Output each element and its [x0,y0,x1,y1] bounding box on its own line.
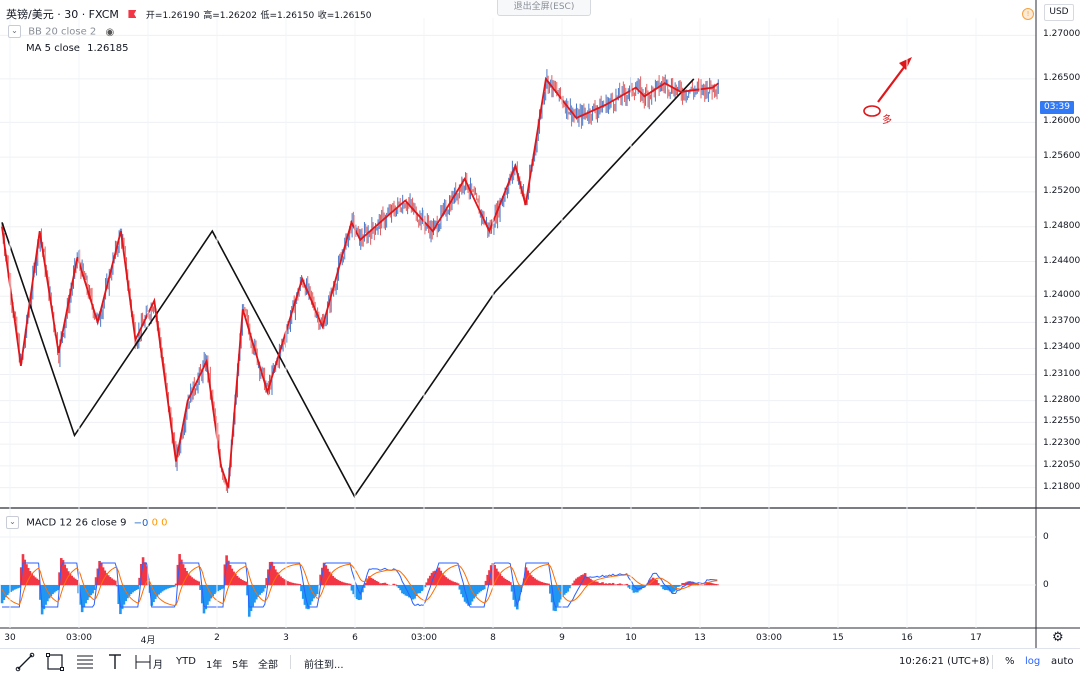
low-value: 低=1.26150 [260,11,314,21]
time-tick-label: 13 [694,633,705,643]
macd-histogram-bar [264,585,267,588]
text-tool-icon[interactable] [104,651,126,673]
hist-value: 0 [161,518,167,529]
bottom-toolbar: 月 YTD 1年 5年 全部 前往到... 10:26:21 (UTC+8) %… [0,648,1080,676]
macd-histogram-bar [316,585,319,594]
current-price-tag: 03:39 [1040,101,1074,114]
currency-button[interactable]: USD [1044,4,1074,21]
time-tick-label: 3 [283,633,289,643]
time-tick-label: 9 [559,633,565,643]
price-grid [0,35,1036,487]
macd-histogram-bar [349,584,352,585]
macd-histogram-bar [457,583,460,585]
settings-gear-icon[interactable]: ⚙ [1052,630,1064,645]
macd-histogram-bar [568,585,571,588]
toolbar-divider [290,655,291,669]
macd-grid [0,537,1036,585]
macd-value: −0 [134,518,149,529]
trend-line-tool-icon[interactable] [14,651,36,673]
macd-histogram-bar [93,585,96,590]
time-tick-label: 03:00 [66,633,92,643]
time-tick-label: 10 [625,633,636,643]
range-all-button[interactable]: 全部 [258,656,278,671]
price-tick-label: 1.25600 [1043,151,1080,161]
measure-tool-icon[interactable] [132,651,154,673]
range-ytd-button[interactable]: YTD [176,656,196,667]
price-tick-label: 1.27000 [1043,29,1080,39]
percent-scale-button[interactable]: % [1005,656,1015,667]
exit-fullscreen-button[interactable]: 退出全屏(ESC) [497,0,591,16]
ma-label: MA 5 close [26,43,80,54]
symbol-title: 英镑/美元 · 30 · FXCM [6,8,119,21]
time-tick-label: 30 [4,633,15,643]
collapse-icon[interactable]: ⌄ [8,25,21,38]
bb-legend[interactable]: ⌄ BB 20 close 2 ◉ [8,25,114,38]
bb-label: BB 20 close 2 [28,27,96,38]
price-tick-label: 1.24400 [1043,256,1080,266]
time-tick-label: 03:00 [756,633,782,643]
rectangle-tool-icon[interactable] [44,651,66,673]
price-tick-label: 1.22550 [1043,416,1080,426]
time-tick-label: 17 [970,633,981,643]
time-tick-label: 15 [832,633,843,643]
collapse-icon[interactable]: ⌄ [6,516,19,529]
macd-histogram-bar [716,584,719,585]
price-tick-label: 1.22300 [1043,438,1080,448]
signal-value: 0 [152,518,158,529]
macd-tick: 0 [1043,532,1049,542]
time-tick-label: 03:00 [411,633,437,643]
ma-value: 1.26185 [87,43,128,54]
eye-icon[interactable]: ◉ [105,27,114,38]
macd-histogram-bar [114,581,117,586]
ma-legend[interactable]: MA 5 close 1.26185 [26,43,129,54]
price-tick-label: 1.22800 [1043,395,1080,405]
price-tick-label: 1.23100 [1043,369,1080,379]
macd-histogram-bar [483,585,486,589]
macd-histogram-bar [173,585,176,587]
macd-histogram-bar [244,582,247,586]
price-tick-label: 1.23400 [1043,342,1080,352]
symbol-legend[interactable]: 英镑/美元 · 30 · FXCM 开=1.26190 高=1.26202 低=… [6,6,371,22]
high-value: 高=1.26202 [203,11,257,21]
long-annotation [864,57,912,116]
macd-label: MACD 12 26 close 9 [26,518,126,529]
macd-histogram-bar [657,583,660,585]
price-tick-label: 1.24000 [1043,290,1080,300]
price-chart[interactable] [0,0,1080,648]
price-tick-label: 1.21800 [1043,482,1080,492]
fib-tool-icon[interactable] [74,651,96,673]
price-tick-label: 1.23700 [1043,316,1080,326]
range-1y-button[interactable]: 1年 [206,656,222,671]
log-scale-button[interactable]: log [1025,656,1040,667]
timeframe-label[interactable]: 月 [153,656,163,671]
time-tick-label: 2 [214,633,220,643]
price-tick-label: 1.26000 [1043,116,1080,126]
macd-legend[interactable]: ⌄ MACD 12 26 close 9 −0 0 0 [6,516,168,529]
macd-tick: 0 [1043,580,1049,590]
macd-histogram-bar [547,584,550,586]
time-tick-label: 4月 [141,633,156,646]
price-tick-label: 1.26500 [1043,73,1080,83]
auto-scale-button[interactable]: auto [1051,656,1074,667]
time-tick-label: 6 [352,633,358,643]
candle-bars [2,69,718,493]
time-tick-label: 8 [490,633,496,643]
macd-histogram-bar [509,582,512,585]
macd-histogram-bar [197,582,200,586]
goto-date-button[interactable]: 前往到... [304,656,344,671]
close-value: 收=1.26150 [318,11,372,21]
time-tick-label: 16 [901,633,912,643]
price-tick-label: 1.25200 [1043,186,1080,196]
price-tick-label: 1.24800 [1043,221,1080,231]
toolbar-divider [992,655,993,669]
range-5y-button[interactable]: 5年 [232,656,248,671]
alert-icon[interactable]: ! [1022,8,1034,20]
macd-histogram-bar [137,585,140,589]
annotation-label: 多 [882,111,892,126]
clock-display: 10:26:21 (UTC+8) [899,656,989,667]
macd-histogram-bar [76,580,79,585]
open-value: 开=1.26190 [146,11,200,21]
price-tick-label: 1.22050 [1043,460,1080,470]
flag-icon [128,10,136,18]
